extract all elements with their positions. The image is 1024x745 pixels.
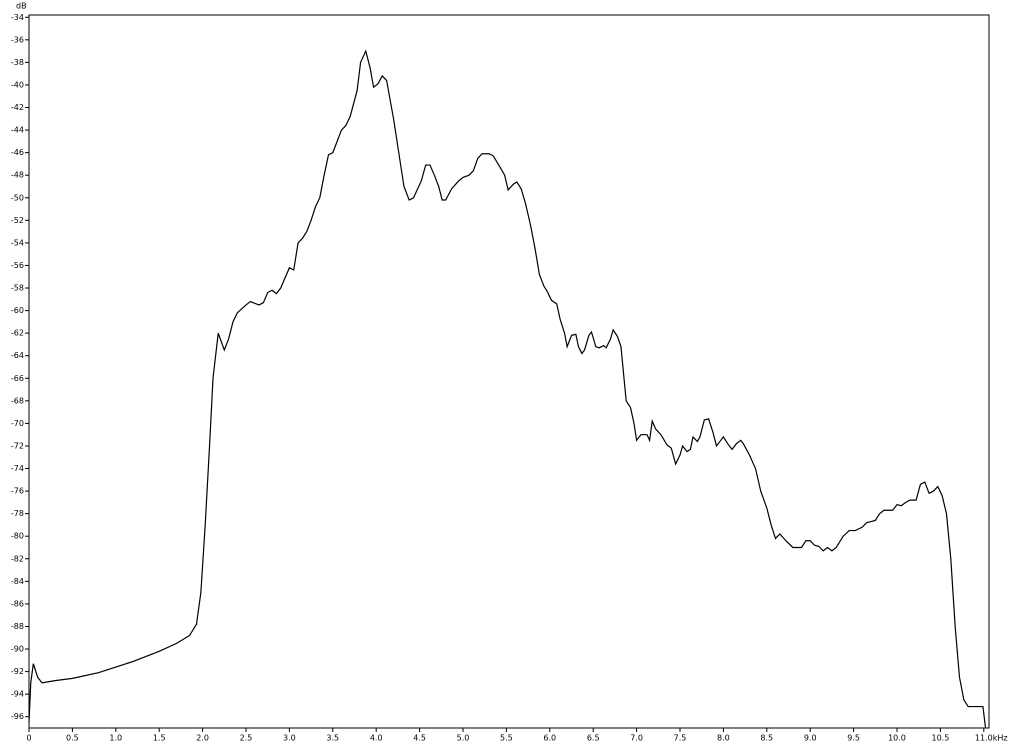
y-tick-label: -68 bbox=[11, 396, 24, 405]
y-tick-label: -58 bbox=[11, 284, 24, 293]
y-tick-label: -62 bbox=[11, 329, 24, 338]
y-tick-label: -70 bbox=[11, 419, 24, 428]
x-tick-label: 1.0 bbox=[109, 734, 122, 743]
x-tick-label: 9.5 bbox=[847, 734, 860, 743]
y-tick-label: -90 bbox=[11, 645, 24, 654]
y-tick-label: -92 bbox=[11, 667, 24, 676]
x-tick-label: 6.0 bbox=[543, 734, 556, 743]
y-tick-label: -78 bbox=[11, 509, 24, 518]
x-tick-label: 10.5 bbox=[931, 734, 949, 743]
spectrum-line bbox=[28, 49, 987, 729]
y-tick-label: -38 bbox=[11, 58, 24, 67]
y-tick-label: -72 bbox=[11, 441, 24, 450]
x-tick-label: 8.0 bbox=[717, 734, 730, 743]
y-tick-label: -36 bbox=[11, 35, 24, 44]
x-tick-label: 3.0 bbox=[283, 734, 296, 743]
y-tick-label: -52 bbox=[11, 216, 24, 225]
x-tick-label: 2.5 bbox=[240, 734, 253, 743]
y-tick-label: -74 bbox=[11, 464, 24, 473]
x-tick-label: 1.5 bbox=[153, 734, 166, 743]
y-tick-label: -40 bbox=[11, 80, 24, 89]
y-tick-label: -48 bbox=[11, 171, 24, 180]
y-axis-label: dB bbox=[16, 2, 27, 11]
x-tick-label: 2.0 bbox=[196, 734, 209, 743]
y-tick-label: -94 bbox=[11, 690, 24, 699]
y-tick-label: -82 bbox=[11, 554, 24, 563]
x-tick-label: 4.5 bbox=[413, 734, 426, 743]
y-tick-label: -54 bbox=[11, 238, 24, 247]
x-tick-label: 9.0 bbox=[804, 734, 817, 743]
x-tick-label: 7.5 bbox=[674, 734, 687, 743]
y-tick-label: -42 bbox=[11, 103, 24, 112]
y-tick-label: -86 bbox=[11, 599, 24, 608]
x-tick-label: 4.0 bbox=[370, 734, 383, 743]
x-tick-label: 3.5 bbox=[326, 734, 339, 743]
y-tick-label: -34 bbox=[11, 13, 24, 22]
x-tick-label: 7.0 bbox=[630, 734, 643, 743]
x-tick-label: 5.5 bbox=[500, 734, 513, 743]
y-tick-label: -88 bbox=[11, 622, 24, 631]
y-tick-label: -66 bbox=[11, 374, 24, 383]
y-tick-label: -64 bbox=[11, 351, 24, 360]
x-tick-label: 6.5 bbox=[587, 734, 600, 743]
plot-frame bbox=[28, 14, 990, 729]
x-tick-label: 5.0 bbox=[457, 734, 470, 743]
y-tick-label: -84 bbox=[11, 577, 24, 586]
y-tick-label: -56 bbox=[11, 261, 24, 270]
y-tick-label: -50 bbox=[11, 193, 24, 202]
y-tick-label: -80 bbox=[11, 532, 24, 541]
x-tick-label: 10.0 bbox=[888, 734, 906, 743]
y-tick-label: -44 bbox=[11, 126, 24, 135]
y-tick-label: -60 bbox=[11, 306, 24, 315]
x-axis-label: kHz bbox=[993, 734, 1008, 743]
x-tick-label: 0.5 bbox=[66, 734, 79, 743]
y-tick-label: -96 bbox=[11, 712, 24, 721]
x-tick-label: 0 bbox=[26, 734, 31, 743]
x-tick-label: 8.5 bbox=[760, 734, 773, 743]
y-tick-label: -46 bbox=[11, 148, 24, 157]
x-tick-label: 11.0 bbox=[975, 734, 993, 743]
y-tick-label: -76 bbox=[11, 487, 24, 496]
